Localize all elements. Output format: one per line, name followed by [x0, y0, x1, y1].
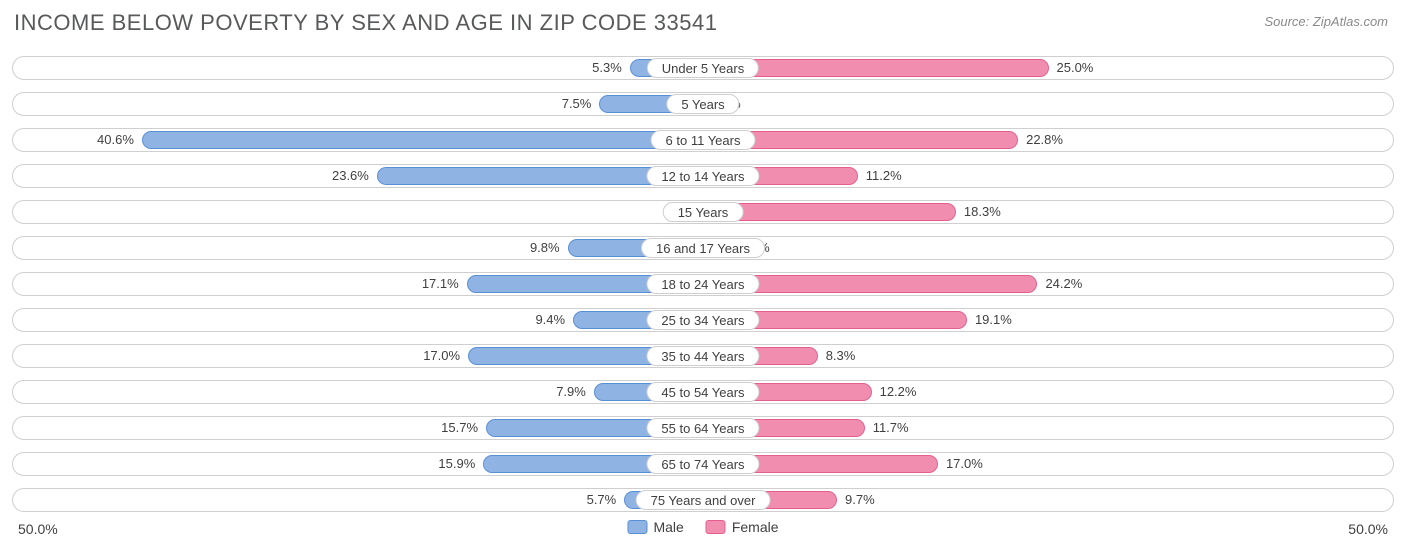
- legend: Male Female: [627, 519, 778, 535]
- male-value: 9.4%: [535, 311, 565, 329]
- legend-female-label: Female: [732, 519, 779, 535]
- category-label: 25 to 34 Years: [646, 310, 759, 330]
- chart-row: 15.9% 17.0% 65 to 74 Years: [12, 448, 1394, 480]
- female-value: 24.2%: [1045, 275, 1082, 293]
- chart-row: 9.8%2.1%16 and 17 Years: [12, 232, 1394, 264]
- axis-footer: 50.0% 50.0% Male Female: [12, 521, 1394, 543]
- diverging-bar-chart: 5.3% 25.0% Under 5 Years 7.5%0.0%5 Years 40.…: [12, 52, 1394, 519]
- male-value: 17.1%: [422, 275, 459, 293]
- category-label: 45 to 54 Years: [646, 382, 759, 402]
- category-label: 75 Years and over: [636, 490, 771, 510]
- male-value: 9.8%: [530, 239, 560, 257]
- female-value: 17.0%: [946, 455, 983, 473]
- category-label: 6 to 11 Years: [651, 130, 756, 150]
- source-attribution: Source: ZipAtlas.com: [1264, 14, 1388, 29]
- male-value: 23.6%: [332, 167, 369, 185]
- chart-row: 9.4% 19.1% 25 to 34 Years: [12, 304, 1394, 336]
- category-label: 12 to 14 Years: [646, 166, 759, 186]
- female-value: 8.3%: [826, 347, 856, 365]
- chart-row: 7.5%0.0%5 Years: [12, 88, 1394, 120]
- legend-male-label: Male: [653, 519, 683, 535]
- category-label: 18 to 24 Years: [646, 274, 759, 294]
- legend-male: Male: [627, 519, 683, 535]
- female-value: 12.2%: [880, 383, 917, 401]
- male-swatch-icon: [627, 520, 647, 534]
- male-value: 40.6%: [97, 131, 134, 149]
- chart-title: INCOME BELOW POVERTY BY SEX AND AGE IN Z…: [14, 10, 717, 36]
- male-bar: [142, 131, 703, 149]
- male-value: 15.7%: [441, 419, 478, 437]
- legend-female: Female: [706, 519, 779, 535]
- chart-row: 17.1% 24.2% 18 to 24 Years: [12, 268, 1394, 300]
- chart-row: 15.7% 11.7% 55 to 64 Years: [12, 412, 1394, 444]
- male-value: 5.3%: [592, 59, 622, 77]
- chart-row: 0.0%18.3%15 Years: [12, 196, 1394, 228]
- female-value: 18.3%: [964, 203, 1001, 221]
- female-value: 19.1%: [975, 311, 1012, 329]
- category-label: 15 Years: [663, 202, 744, 222]
- female-value: 11.2%: [866, 167, 902, 185]
- axis-max-left: 50.0%: [18, 521, 58, 537]
- female-value: 25.0%: [1057, 59, 1094, 77]
- category-label: 16 and 17 Years: [641, 238, 765, 258]
- chart-row: 23.6% 11.2% 12 to 14 Years: [12, 160, 1394, 192]
- chart-row: 7.9% 12.2% 45 to 54 Years: [12, 376, 1394, 408]
- category-label: 55 to 64 Years: [646, 418, 759, 438]
- chart-row: 5.3% 25.0% Under 5 Years: [12, 52, 1394, 84]
- category-label: 5 Years: [666, 94, 739, 114]
- category-label: 65 to 74 Years: [646, 454, 759, 474]
- female-value: 22.8%: [1026, 131, 1063, 149]
- chart-row: 40.6% 22.8% 6 to 11 Years: [12, 124, 1394, 156]
- male-value: 17.0%: [423, 347, 460, 365]
- male-value: 7.9%: [556, 383, 586, 401]
- axis-max-right: 50.0%: [1348, 521, 1388, 537]
- female-value: 9.7%: [845, 491, 875, 509]
- male-value: 15.9%: [438, 455, 475, 473]
- chart-row: 5.7% 9.7% 75 Years and over: [12, 484, 1394, 516]
- female-swatch-icon: [706, 520, 726, 534]
- male-value: 7.5%: [562, 95, 592, 113]
- category-label: Under 5 Years: [647, 58, 759, 78]
- category-label: 35 to 44 Years: [646, 346, 759, 366]
- chart-row: 17.0% 8.3% 35 to 44 Years: [12, 340, 1394, 372]
- female-value: 11.7%: [873, 419, 909, 437]
- male-value: 5.7%: [587, 491, 617, 509]
